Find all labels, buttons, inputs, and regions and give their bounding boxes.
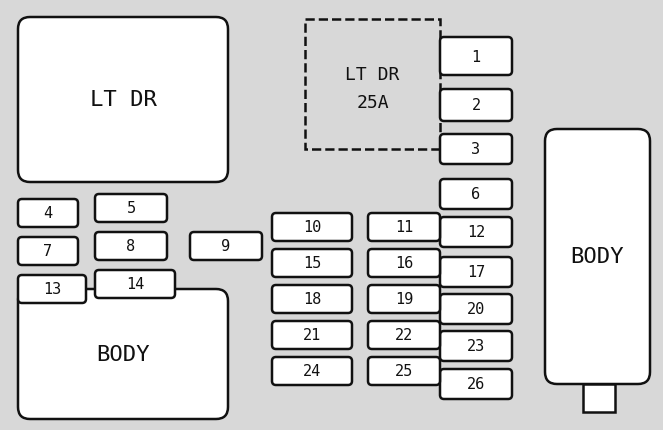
FancyBboxPatch shape <box>190 233 262 261</box>
Text: 24: 24 <box>303 364 321 379</box>
Text: 1: 1 <box>471 49 481 64</box>
FancyBboxPatch shape <box>95 233 167 261</box>
FancyBboxPatch shape <box>440 294 512 324</box>
Text: 20: 20 <box>467 302 485 317</box>
Text: 21: 21 <box>303 328 321 343</box>
Text: 8: 8 <box>127 239 135 254</box>
FancyBboxPatch shape <box>272 214 352 241</box>
FancyBboxPatch shape <box>18 18 228 183</box>
Bar <box>305 20 440 150</box>
Text: LT DR: LT DR <box>90 90 156 110</box>
FancyBboxPatch shape <box>368 321 440 349</box>
Text: 2: 2 <box>471 98 481 113</box>
Text: 6: 6 <box>471 187 481 202</box>
FancyBboxPatch shape <box>368 214 440 241</box>
FancyBboxPatch shape <box>440 369 512 399</box>
FancyBboxPatch shape <box>440 38 512 76</box>
Text: 26: 26 <box>467 377 485 392</box>
Text: 17: 17 <box>467 265 485 280</box>
FancyBboxPatch shape <box>272 357 352 385</box>
Text: 11: 11 <box>395 220 413 235</box>
Text: 3: 3 <box>471 142 481 157</box>
FancyBboxPatch shape <box>440 135 512 165</box>
FancyBboxPatch shape <box>18 275 86 303</box>
FancyBboxPatch shape <box>440 218 512 247</box>
FancyBboxPatch shape <box>18 237 78 265</box>
Text: 18: 18 <box>303 292 321 307</box>
Text: LT DR: LT DR <box>345 66 400 84</box>
FancyBboxPatch shape <box>440 180 512 209</box>
FancyBboxPatch shape <box>440 258 512 287</box>
Text: BODY: BODY <box>96 344 150 364</box>
Text: 23: 23 <box>467 339 485 354</box>
Text: 4: 4 <box>44 206 52 221</box>
Text: 25: 25 <box>395 364 413 379</box>
Text: 25A: 25A <box>356 94 389 112</box>
Bar <box>583 384 615 412</box>
FancyBboxPatch shape <box>368 286 440 313</box>
FancyBboxPatch shape <box>272 321 352 349</box>
Text: 16: 16 <box>395 256 413 271</box>
FancyBboxPatch shape <box>18 289 228 419</box>
Text: 19: 19 <box>395 292 413 307</box>
FancyBboxPatch shape <box>272 249 352 277</box>
Text: 13: 13 <box>43 282 61 297</box>
FancyBboxPatch shape <box>440 331 512 361</box>
Text: 15: 15 <box>303 256 321 271</box>
FancyBboxPatch shape <box>272 286 352 313</box>
FancyBboxPatch shape <box>368 357 440 385</box>
FancyBboxPatch shape <box>545 130 650 384</box>
Text: 10: 10 <box>303 220 321 235</box>
FancyBboxPatch shape <box>18 200 78 227</box>
Text: BODY: BODY <box>571 247 625 267</box>
Text: 12: 12 <box>467 225 485 240</box>
Text: 9: 9 <box>221 239 231 254</box>
Text: 5: 5 <box>127 201 135 216</box>
FancyBboxPatch shape <box>95 270 175 298</box>
FancyBboxPatch shape <box>95 194 167 222</box>
FancyBboxPatch shape <box>440 90 512 122</box>
Text: 14: 14 <box>126 277 144 292</box>
Text: 7: 7 <box>44 244 52 259</box>
Text: 22: 22 <box>395 328 413 343</box>
FancyBboxPatch shape <box>368 249 440 277</box>
